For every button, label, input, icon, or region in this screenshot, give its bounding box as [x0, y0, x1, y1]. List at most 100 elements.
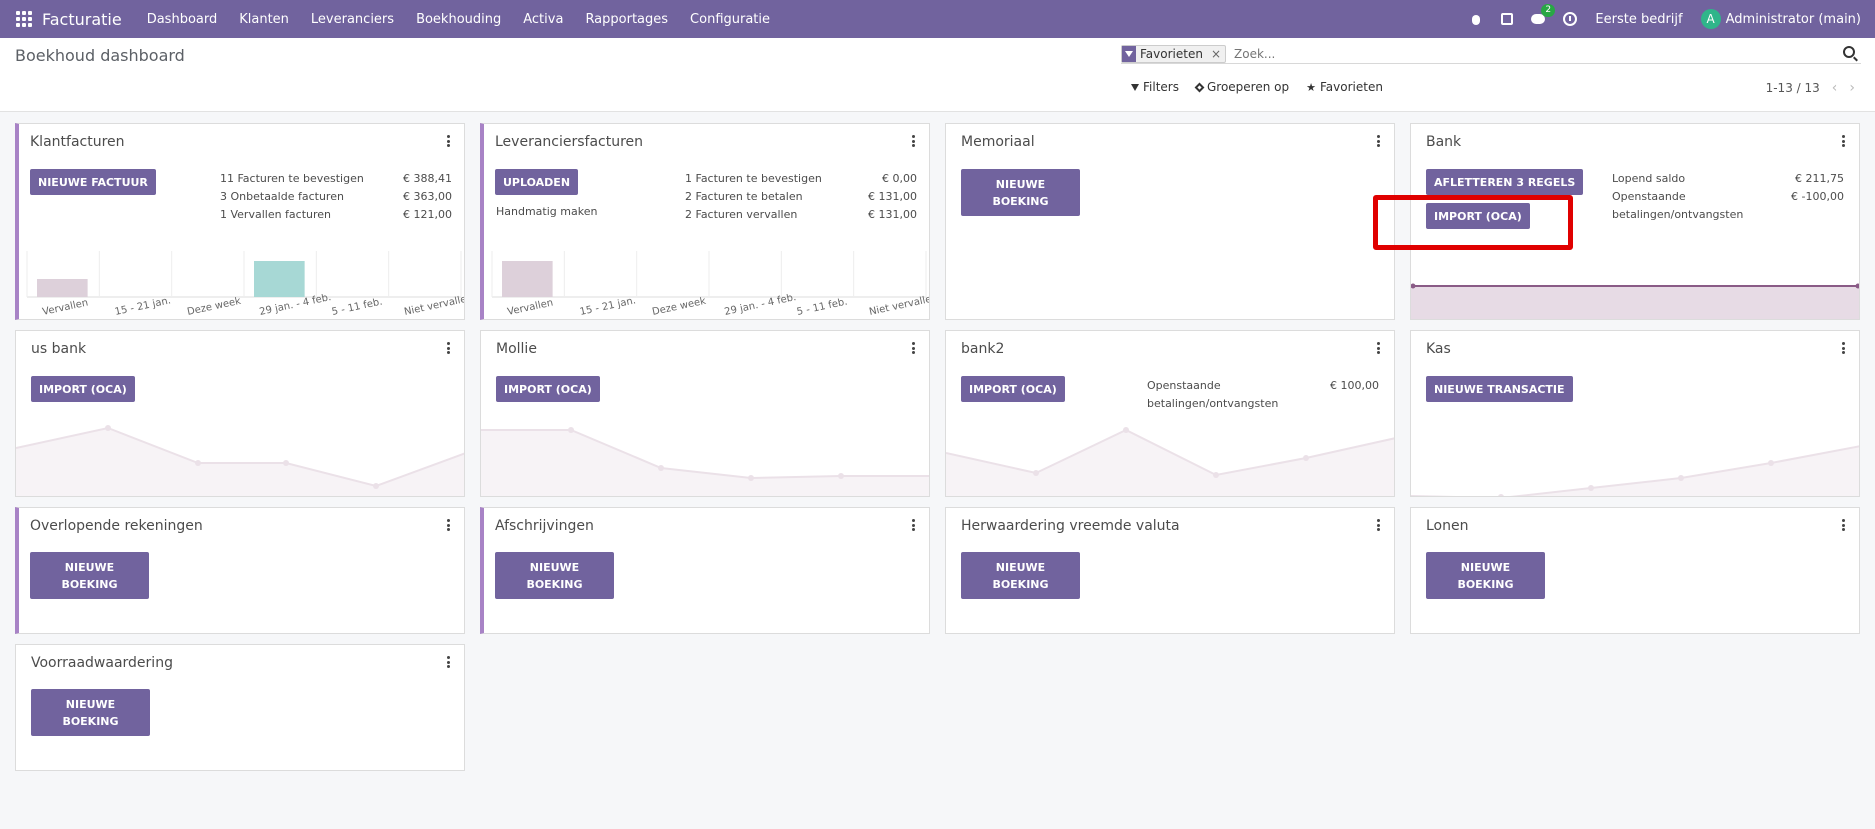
card-overlopende-rekeningen: Overlopende rekeningen NIEUWE BOEKING [15, 507, 465, 634]
activity-clock-icon[interactable] [1563, 12, 1578, 26]
import-oca-button[interactable]: IMPORT (OCA) [496, 376, 600, 402]
menu-configuratie[interactable]: Configuratie [690, 11, 771, 27]
card-title[interactable]: Mollie [496, 341, 537, 357]
reconcile-button[interactable]: AFLETTEREN 3 REGELS [1426, 169, 1584, 195]
menu-boekhouding[interactable]: Boekhouding [416, 11, 502, 27]
import-oca-button[interactable]: IMPORT (OCA) [1426, 203, 1530, 229]
new-entry-button[interactable]: NIEUWE BOEKING [495, 552, 614, 599]
kebab-menu-icon[interactable] [447, 656, 450, 668]
stat-row[interactable]: Openstaande betalingen/ontvangsten € 100,… [1147, 377, 1379, 413]
card-title[interactable]: Voorraadwaardering [31, 655, 173, 671]
chart-tick-label: Vervallen [42, 298, 90, 318]
menu-dashboard[interactable]: Dashboard [146, 11, 218, 27]
card-title[interactable]: Klantfacturen [30, 134, 125, 150]
new-entry-button[interactable]: NIEUWE BOEKING [31, 689, 150, 736]
kebab-menu-icon[interactable] [1842, 342, 1845, 354]
card-title[interactable]: Afschrijvingen [495, 518, 594, 534]
new-entry-button[interactable]: NIEUWE BOEKING [961, 169, 1080, 216]
user-menu[interactable]: A Administrator (main) [1700, 9, 1861, 29]
chart-bar[interactable] [254, 261, 305, 297]
kebab-menu-icon[interactable] [1842, 135, 1845, 147]
kebab-menu-icon[interactable] [447, 519, 450, 531]
card-title[interactable]: Kas [1426, 341, 1451, 357]
chat-badge: 2 [1541, 4, 1556, 17]
stat-label: Lopend saldo [1612, 172, 1686, 185]
card-leveranciersfacturen: Leveranciersfacturen UPLOADEN Handmatig … [480, 123, 930, 320]
apps-grid-icon[interactable] [16, 11, 32, 27]
chart-bar[interactable] [502, 261, 553, 297]
button-line: NIEUWE [529, 560, 580, 574]
create-manually-link[interactable]: Handmatig maken [496, 205, 598, 218]
pager-value[interactable]: 1-13 / 13 [1765, 81, 1820, 95]
aged-receivable-chart: Vervallen 15 - 21 jan. Deze week 29 jan. - … [26, 251, 465, 318]
card-title[interactable]: Bank [1426, 134, 1462, 150]
button-line: NIEUWE [64, 560, 115, 574]
kebab-menu-icon[interactable] [1377, 135, 1380, 147]
kebab-menu-icon[interactable] [912, 135, 915, 147]
stat-label: Openstaande betalingen/ontvangsten [1612, 190, 1744, 221]
new-entry-button[interactable]: NIEUWE BOEKING [1426, 552, 1545, 599]
favorites-button[interactable]: ★ Favorieten [1306, 80, 1383, 94]
aged-payable-chart: Vervallen 15 - 21 jan. Deze week 29 jan. - … [491, 251, 929, 318]
kebab-menu-icon[interactable] [912, 342, 915, 354]
kebab-menu-icon[interactable] [912, 519, 915, 531]
card-title[interactable]: Leveranciersfacturen [495, 134, 644, 150]
button-line: BOEKING [526, 577, 583, 591]
chart-tick-label: Deze week [186, 296, 242, 318]
stat-row[interactable]: 11 Facturen te bevestigen € 388,41 [220, 170, 452, 188]
card-title[interactable]: Overlopende rekeningen [30, 518, 203, 534]
new-entry-button[interactable]: NIEUWE BOEKING [961, 552, 1080, 599]
kebab-menu-icon[interactable] [447, 135, 450, 147]
stat-row[interactable]: Openstaande betalingen/ontvangsten € -100… [1612, 188, 1844, 224]
chart-tick-label: Niet vervallen [403, 293, 465, 318]
chart-bar[interactable] [37, 279, 88, 297]
menu-klanten[interactable]: Klanten [239, 11, 289, 27]
edit-icon[interactable] [1501, 13, 1514, 25]
groupby-button[interactable]: Groeperen op [1194, 80, 1289, 94]
new-transaction-button[interactable]: NIEUWE TRANSACTIE [1426, 376, 1573, 402]
menu-activa[interactable]: Activa [523, 11, 564, 27]
search-icon[interactable] [1843, 46, 1855, 58]
kebab-menu-icon[interactable] [447, 342, 450, 354]
card-title[interactable]: us bank [31, 341, 87, 357]
stat-label: 2 Facturen te betalen [685, 190, 803, 203]
upload-button[interactable]: UPLOADEN [495, 169, 579, 195]
card-mollie: Mollie IMPORT (OCA) [480, 330, 930, 497]
company-switcher[interactable]: Eerste bedrijf [1595, 11, 1683, 27]
chart-tick-label: 5 - 11 feb. [331, 296, 384, 317]
filters-button[interactable]: Filters [1131, 80, 1179, 94]
card-title[interactable]: bank2 [961, 341, 1005, 357]
kebab-menu-icon[interactable] [1842, 519, 1845, 531]
stat-row[interactable]: 1 Vervallen facturen € 121,00 [220, 206, 452, 224]
stat-value: € 211,75 [1795, 172, 1844, 185]
search-input[interactable] [1234, 46, 1835, 61]
favorites-label: Favorieten [1319, 80, 1383, 94]
card-title[interactable]: Herwaardering vreemde valuta [961, 518, 1180, 534]
stat-row[interactable]: 2 Facturen te betalen € 131,00 [685, 188, 917, 206]
new-invoice-button[interactable]: NIEUWE FACTUUR [30, 169, 156, 195]
import-oca-button[interactable]: IMPORT (OCA) [31, 376, 135, 402]
stat-value: € 100,00 [1330, 379, 1379, 392]
new-entry-button[interactable]: NIEUWE BOEKING [30, 552, 149, 599]
stat-row[interactable]: Lopend saldo € 211,75 [1612, 170, 1844, 188]
card-title[interactable]: Lonen [1426, 518, 1469, 534]
stat-row[interactable]: 3 Onbetaalde facturen € 363,00 [220, 188, 452, 206]
stat-row[interactable]: 2 Facturen vervallen € 131,00 [685, 206, 917, 224]
kebab-menu-icon[interactable] [1377, 342, 1380, 354]
debug-bug-icon[interactable] [1469, 12, 1483, 26]
facet-remove-button[interactable]: × [1210, 46, 1222, 61]
card-title[interactable]: Memoriaal [961, 134, 1035, 150]
funnel-icon [1131, 83, 1139, 91]
pager-prev-button[interactable]: ‹ [1831, 80, 1838, 96]
card-herwaardering: Herwaardering vreemde valuta NIEUWE BOEK… [945, 507, 1395, 634]
chat-icon[interactable]: 2 [1531, 4, 1556, 26]
pager-next-button[interactable]: › [1849, 80, 1855, 96]
stat-row[interactable]: 1 Facturen te bevestigen € 0,00 [685, 170, 917, 188]
menu-rapportages[interactable]: Rapportages [585, 11, 669, 27]
import-oca-button[interactable]: IMPORT (OCA) [961, 376, 1065, 402]
kebab-menu-icon[interactable] [1377, 519, 1380, 531]
chart-tick-label: 5 - 11 feb. [796, 296, 849, 317]
app-brand[interactable]: Facturatie [42, 9, 122, 29]
menu-leveranciers[interactable]: Leveranciers [310, 11, 395, 27]
layers-icon [1194, 82, 1205, 92]
